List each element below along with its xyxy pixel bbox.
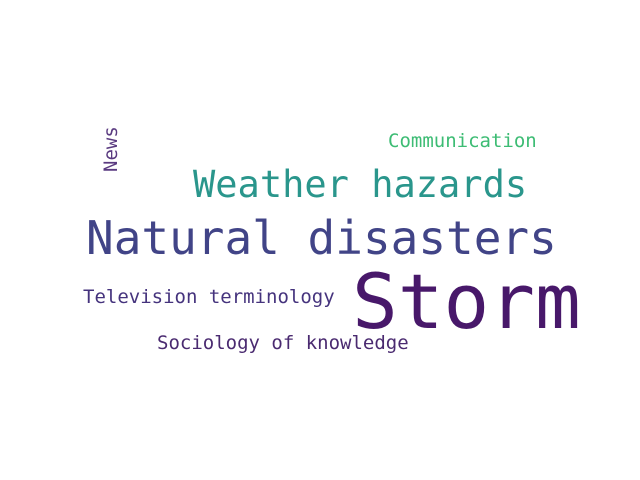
word-news: News (100, 126, 122, 172)
word-natural-disasters: Natural disasters (86, 211, 557, 265)
word-storm: Storm (352, 257, 581, 346)
word-television-terminology: Television terminology (83, 286, 335, 308)
word-sociology-of-knowledge: Sociology of knowledge (157, 332, 409, 354)
word-communication: Communication (388, 130, 537, 152)
word-weather-hazards: Weather hazards (193, 163, 528, 206)
